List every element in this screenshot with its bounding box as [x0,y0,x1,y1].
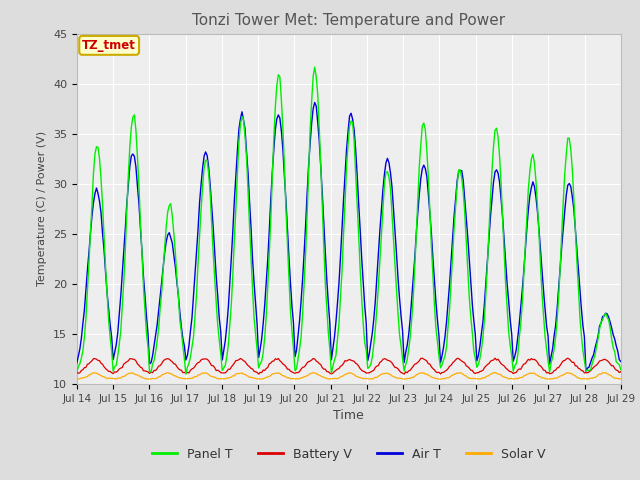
Title: Tonzi Tower Met: Temperature and Power: Tonzi Tower Met: Temperature and Power [192,13,506,28]
Legend: Panel T, Battery V, Air T, Solar V: Panel T, Battery V, Air T, Solar V [147,443,550,466]
X-axis label: Time: Time [333,409,364,422]
Text: TZ_tmet: TZ_tmet [82,39,136,52]
Y-axis label: Temperature (C) / Power (V): Temperature (C) / Power (V) [37,131,47,287]
